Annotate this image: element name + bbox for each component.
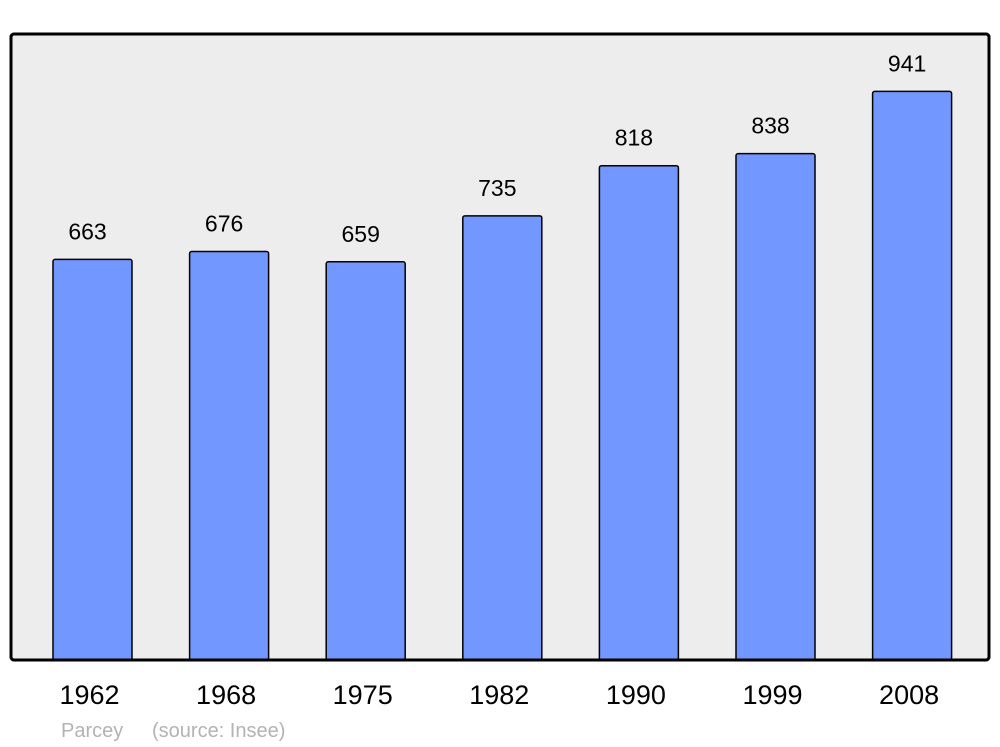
data-label-1968: 676 [205,211,243,237]
x-tick-1968: 1968 [196,680,256,710]
bar-1999 [735,152,816,661]
x-tick-1962: 1962 [59,680,119,710]
x-tick-2008: 2008 [879,680,939,710]
plot-border [9,32,991,662]
bar-2008 [871,90,953,661]
data-label-2008: 941 [888,50,926,76]
footer-place: Parcey [61,720,123,742]
x-tick-1982: 1982 [469,680,529,710]
x-tick-1999: 1999 [742,680,802,710]
footer-source: (source: Insee) [152,720,285,742]
bar-1968 [188,250,270,661]
bar-1990 [598,164,680,661]
data-label-1982: 735 [478,175,516,201]
bar-1982 [462,215,543,661]
x-tick-1975: 1975 [333,680,393,710]
bar-1975 [325,261,406,661]
x-tick-1990: 1990 [606,680,666,710]
bar-1962 [52,258,133,661]
data-label-1975: 659 [342,221,380,247]
data-label-1962: 663 [68,218,106,244]
data-label-1990: 818 [615,125,653,151]
data-label-1999: 838 [751,113,789,139]
